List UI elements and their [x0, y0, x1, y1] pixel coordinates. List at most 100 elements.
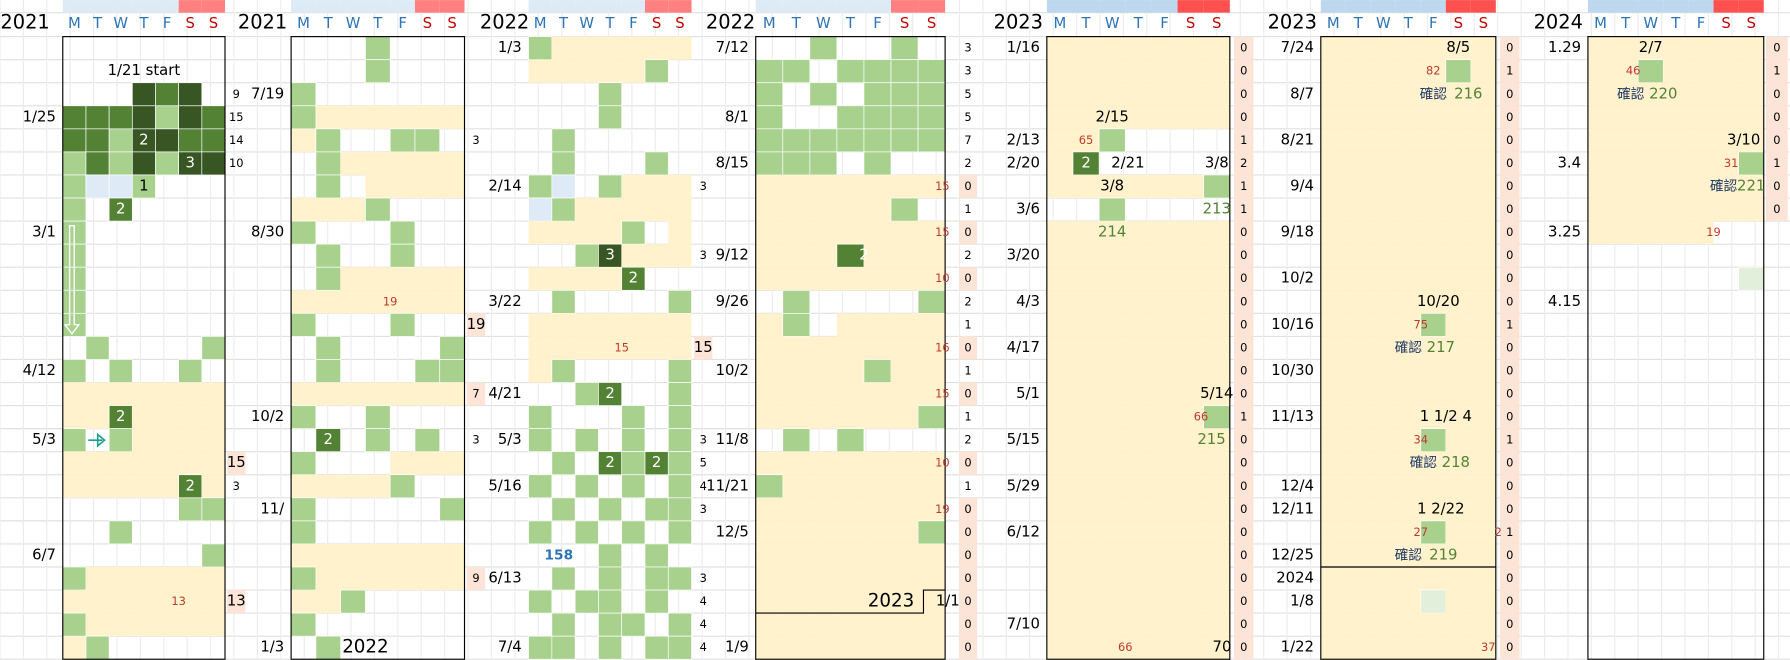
weekday: M [297, 15, 310, 32]
count-cell [1500, 497, 1520, 521]
cell [108, 520, 133, 545]
cell [890, 128, 919, 153]
cell [290, 497, 317, 522]
count: 3 [472, 433, 479, 447]
cell [390, 105, 415, 129]
cell [1125, 428, 1152, 452]
cell [1370, 451, 1396, 475]
cell [598, 543, 623, 568]
cell [1370, 520, 1396, 544]
cell [155, 451, 179, 475]
cell [1395, 174, 1421, 199]
cell [782, 267, 810, 291]
weekday: W [1643, 15, 1658, 32]
cell [1125, 82, 1152, 106]
date-label: 11/13 [1271, 408, 1314, 425]
cell [1099, 267, 1126, 291]
cell [891, 359, 919, 383]
cell [1345, 128, 1371, 152]
cell [1420, 36, 1446, 60]
weekday: W [579, 15, 594, 32]
cell [1125, 244, 1152, 268]
cell [1395, 497, 1421, 521]
cell [1445, 636, 1471, 660]
cell [1072, 128, 1100, 152]
header-strip [1046, 0, 1073, 13]
cell [668, 221, 692, 245]
cell [551, 612, 576, 637]
cell [291, 474, 316, 498]
cell [390, 174, 415, 199]
cell [291, 590, 316, 614]
cell [290, 82, 317, 107]
count: 0 [964, 387, 971, 401]
cell [1370, 405, 1396, 429]
header-strip [1072, 0, 1100, 13]
cell [1470, 221, 1496, 245]
cell [918, 244, 946, 268]
cell [1320, 151, 1346, 175]
cell [1072, 520, 1100, 544]
date-label: 5/3 [498, 431, 522, 448]
header-strip [1445, 0, 1471, 13]
cell [108, 197, 133, 222]
cell [644, 336, 669, 360]
date-label: 1/3 [498, 39, 522, 56]
count-cell [1234, 82, 1254, 106]
count: 0 [1506, 594, 1513, 608]
count: 0 [1240, 617, 1247, 631]
count: 10 [229, 156, 244, 170]
cell [1125, 543, 1152, 567]
cell [1420, 290, 1446, 314]
cell [1587, 59, 1614, 83]
cell-text: 確認 [1395, 340, 1423, 356]
cell [621, 266, 646, 291]
cell [528, 267, 552, 291]
cell [1125, 566, 1152, 591]
cell [528, 197, 553, 222]
cell [621, 336, 645, 360]
cell [1420, 105, 1446, 129]
date-label: 2/14 [488, 178, 521, 195]
cell [155, 428, 179, 452]
weekday: T [791, 15, 802, 32]
weekday: F [398, 15, 407, 32]
date-label: 5/15 [1007, 431, 1040, 448]
cell [1046, 290, 1073, 314]
cell [890, 105, 919, 130]
weekday: S [900, 15, 909, 32]
cell [1445, 267, 1471, 291]
date-label: 7/12 [716, 39, 749, 56]
count: 0 [1773, 110, 1780, 124]
cell [1099, 428, 1126, 452]
count-cell [1234, 497, 1254, 521]
cell [836, 267, 864, 291]
date-label: 12/11 [1271, 500, 1314, 517]
count: 15 [694, 339, 713, 356]
cell [365, 428, 391, 453]
cell [809, 244, 837, 268]
cell [1151, 359, 1178, 383]
date-label: 11/8 [716, 431, 749, 448]
cell [575, 313, 599, 337]
cell-text: 19 [383, 294, 398, 308]
cell [836, 221, 864, 245]
count: 1 [1773, 64, 1780, 78]
cell [389, 312, 416, 337]
cell [1688, 36, 1714, 60]
count: 3 [700, 502, 707, 516]
cell [155, 613, 179, 637]
cell [782, 244, 810, 268]
cell [1395, 428, 1421, 452]
cell [1420, 613, 1446, 637]
cell [918, 267, 946, 291]
arrow-down [63, 224, 81, 336]
cell [1151, 405, 1178, 429]
cell [1613, 128, 1639, 152]
cell [1151, 613, 1178, 637]
header-strip [1663, 0, 1689, 13]
count-cell [1766, 128, 1788, 152]
cell [365, 405, 391, 429]
count: 3 [964, 41, 971, 55]
cell [1320, 105, 1346, 129]
